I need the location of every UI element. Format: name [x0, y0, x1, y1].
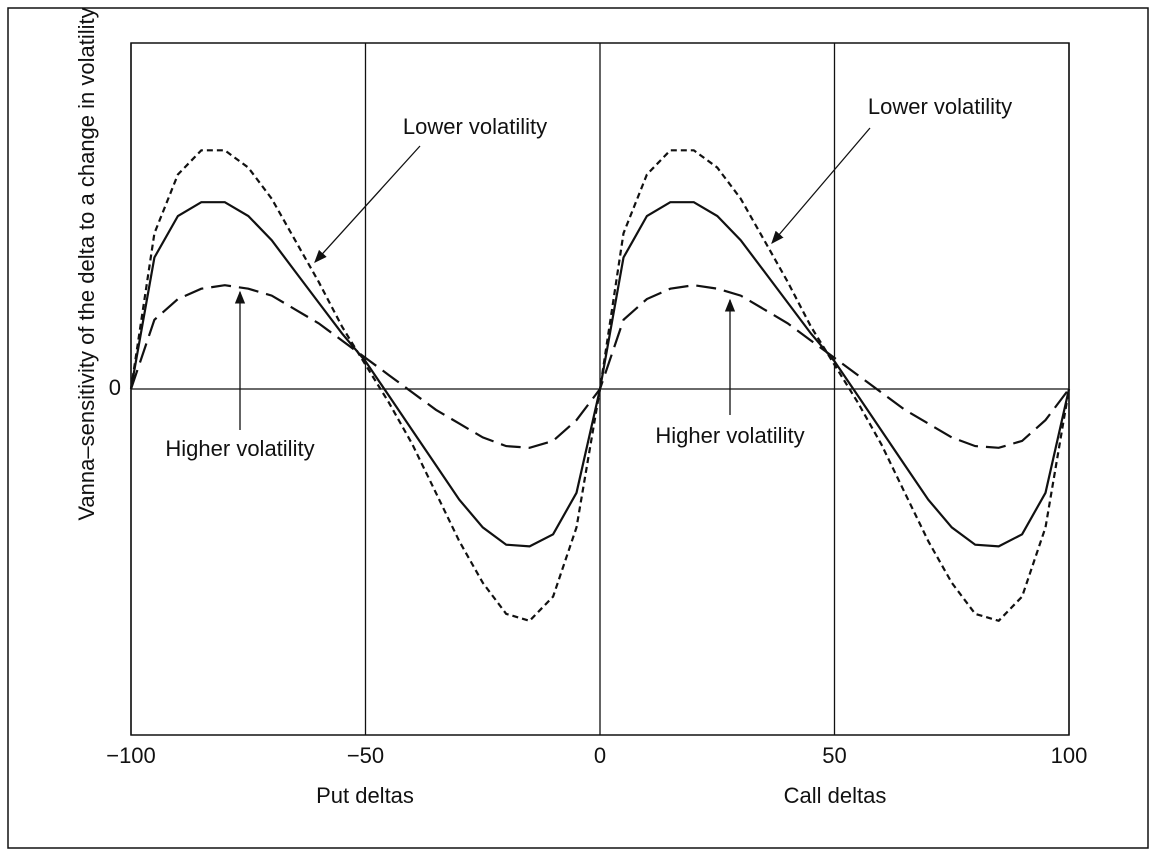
annotation-arrow: [771, 127, 871, 244]
x-tick-label: 0: [594, 743, 606, 768]
annotation-arrow: [314, 145, 421, 263]
x-tick-label: −50: [347, 743, 384, 768]
x-tick-label: 100: [1051, 743, 1088, 768]
annotation: Higher volatility: [655, 423, 804, 448]
x-tick-label: −100: [106, 743, 156, 768]
annotation: Lower volatility: [403, 114, 547, 139]
annotation: Lower volatility: [868, 94, 1012, 119]
series-line: [129, 284, 1070, 449]
frame: [7, 7, 1149, 849]
x-axis-label: Put deltas: [316, 783, 414, 808]
annotation: Higher volatility: [165, 436, 314, 461]
x-tick-label: 50: [822, 743, 846, 768]
y-tick-label: 0: [109, 375, 121, 400]
y-axis-label: Vanna–sensitivity of the delta to a chan…: [74, 7, 99, 520]
x-axis-label: Call deltas: [784, 783, 887, 808]
